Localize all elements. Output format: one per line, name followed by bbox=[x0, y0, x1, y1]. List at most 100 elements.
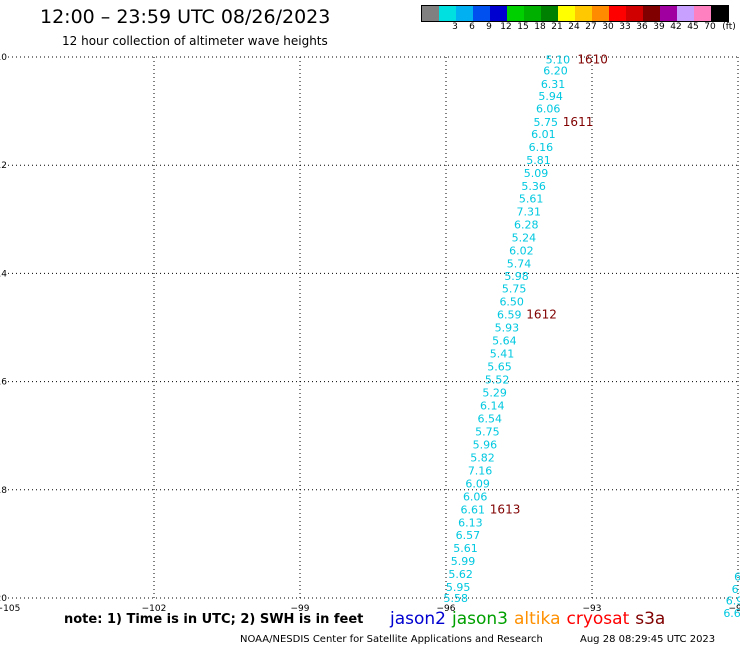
wave-height-label: 6.16 bbox=[529, 141, 554, 154]
wave-height-label: 5.75 bbox=[502, 283, 527, 296]
legend-label: 21 bbox=[551, 22, 563, 32]
x-tick-label: −96 bbox=[437, 604, 456, 614]
wave-height-label: 6.54 bbox=[478, 412, 503, 425]
color-legend-labels: 3 6 9 12 15 18 21 24 27 30 33 36 39 42 45 70 (ft) bbox=[421, 22, 740, 34]
legend-swatch bbox=[609, 6, 626, 21]
wave-height-label: 6.66 bbox=[723, 607, 740, 620]
wave-height-label: 5.65 bbox=[487, 360, 512, 373]
y-tick-label: −12 bbox=[0, 161, 7, 171]
satellite-jason3: jason3 bbox=[452, 609, 508, 629]
legend-label: 18 bbox=[534, 22, 546, 32]
legend-label: 39 bbox=[653, 22, 665, 32]
x-tick-label: −102 bbox=[142, 604, 167, 614]
legend-swatch bbox=[490, 6, 507, 21]
legend-swatch bbox=[643, 6, 660, 21]
wave-height-label: 5.61 bbox=[453, 542, 478, 555]
legend-swatch bbox=[660, 6, 677, 21]
legend-label: 15 bbox=[517, 22, 529, 32]
wave-height-label: 5.98 bbox=[504, 270, 529, 283]
wave-height-label: 6.31 bbox=[541, 78, 566, 91]
wave-height-label: 5.93 bbox=[495, 322, 520, 335]
legend-swatch bbox=[626, 6, 643, 21]
wave-height-label: 6.98 bbox=[726, 595, 740, 608]
y-tick-label: −16 bbox=[0, 378, 7, 388]
legend-label: 45 bbox=[687, 22, 699, 32]
legend-label: 12 bbox=[500, 22, 512, 32]
satellite-jason2: jason2 bbox=[390, 609, 446, 629]
wave-height-label: 5.75 bbox=[475, 425, 500, 438]
wave-height-label: 6.01 bbox=[531, 128, 556, 141]
wave-height-label: 5.41 bbox=[490, 347, 515, 360]
page-subtitle: 12 hour collection of altimeter wave hei… bbox=[62, 34, 328, 48]
legend-label: 6 bbox=[469, 22, 475, 32]
wave-height-label: 5.58 bbox=[443, 592, 468, 605]
page-title: 12:00 – 23:59 UTC 08/26/2023 bbox=[40, 6, 331, 28]
legend-label: 33 bbox=[619, 22, 631, 32]
legend-label: 9 bbox=[486, 22, 492, 32]
y-tick-label: −10 bbox=[0, 53, 7, 63]
footer-note: note: 1) Time is in UTC; 2) SWH is in fe… bbox=[64, 612, 364, 627]
wave-height-label: 5.24 bbox=[512, 232, 537, 245]
wave-height-label: 5.82 bbox=[470, 451, 495, 464]
wave-height-label: 6.57 bbox=[456, 529, 481, 542]
legend-label: 30 bbox=[602, 22, 614, 32]
wave-height-label: 5.61 bbox=[519, 193, 544, 206]
wave-height-label: 6.06 bbox=[463, 490, 488, 503]
wave-height-label: 6.20 bbox=[543, 65, 568, 78]
wave-height-label: 6.13 bbox=[458, 516, 483, 529]
legend-swatch bbox=[439, 6, 456, 21]
legend-swatch bbox=[694, 6, 711, 21]
wave-height-label: 6.7 bbox=[732, 583, 740, 596]
legend-swatch bbox=[541, 6, 558, 21]
legend-swatch bbox=[422, 6, 439, 21]
legend-label: 27 bbox=[585, 22, 597, 32]
legend-swatch bbox=[524, 6, 541, 21]
legend-swatch bbox=[711, 6, 728, 21]
wave-height-label: 6.61 bbox=[461, 503, 486, 516]
wave-height-label: 5.96 bbox=[473, 438, 498, 451]
legend-label: 36 bbox=[636, 22, 648, 32]
wave-height-label: 5.10 bbox=[546, 54, 571, 67]
x-tick-label: −90 bbox=[729, 604, 740, 614]
satellite-key: jason2 jason3 altika cryosat s3a bbox=[390, 609, 671, 629]
wave-height-label: 5.75 bbox=[534, 116, 559, 129]
wave-height-label: 6.09 bbox=[465, 477, 490, 490]
legend-unit: (ft) bbox=[722, 22, 736, 32]
wave-height-label: 5.74 bbox=[507, 258, 532, 271]
wave-height-label: 5.09 bbox=[524, 167, 549, 180]
legend-label: 3 bbox=[452, 22, 458, 32]
y-tick-label: −14 bbox=[0, 269, 7, 279]
legend-label: 42 bbox=[670, 22, 682, 32]
color-legend bbox=[421, 5, 729, 22]
wave-height-label: 6.28 bbox=[514, 219, 539, 232]
wave-height-label: 6.06 bbox=[536, 102, 561, 115]
legend-label: 70 bbox=[704, 22, 716, 32]
satellite-cryosat: cryosat bbox=[566, 609, 630, 629]
legend-label: 24 bbox=[568, 22, 580, 32]
pass-time-label: 1610 bbox=[577, 53, 608, 67]
wave-height-label: 7.31 bbox=[516, 206, 541, 219]
pass-time-label: 1611 bbox=[563, 115, 594, 129]
wave-height-label: 5.36 bbox=[521, 180, 546, 193]
y-tick-label: −18 bbox=[0, 486, 7, 496]
pass-time-label: 1612 bbox=[526, 308, 557, 322]
y-tick-label: −20 bbox=[0, 594, 7, 604]
wave-height-label: 5.64 bbox=[492, 334, 517, 347]
wave-height-label: 5.94 bbox=[538, 90, 563, 103]
x-tick-label: −99 bbox=[291, 604, 310, 614]
legend-swatch bbox=[592, 6, 609, 21]
wave-height-label: 7.16 bbox=[468, 464, 493, 477]
wave-height-label: 5.95 bbox=[446, 581, 471, 594]
wave-height-label: 5.81 bbox=[526, 154, 551, 167]
x-tick-label: −93 bbox=[583, 604, 602, 614]
wave-height-label: 6.02 bbox=[509, 245, 534, 258]
wave-height-label: 6.5 bbox=[734, 570, 740, 583]
pass-time-label: 1613 bbox=[490, 502, 521, 516]
legend-swatch bbox=[558, 6, 575, 21]
satellite-s3a: s3a bbox=[635, 609, 666, 629]
legend-swatch bbox=[507, 6, 524, 21]
wave-height-label: 5.52 bbox=[485, 373, 510, 386]
legend-swatch bbox=[473, 6, 490, 21]
